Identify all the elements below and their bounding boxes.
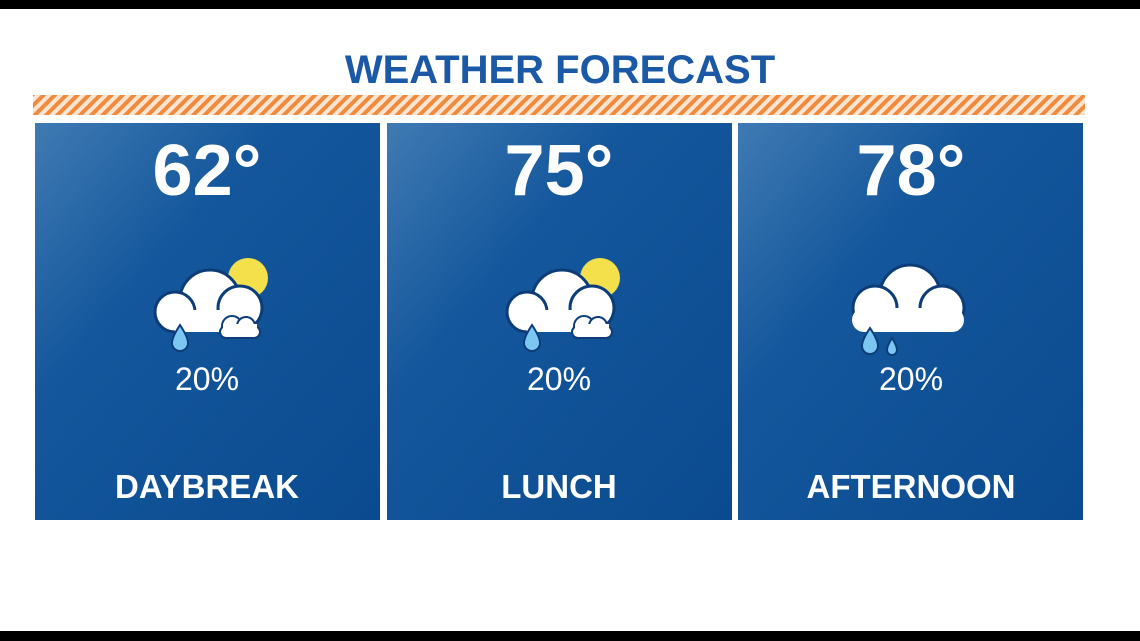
period-label: AFTERNOON <box>807 468 1016 505</box>
panel: 62° 20% DAYBREAK <box>35 123 380 520</box>
top-bar <box>0 0 1140 9</box>
precipitation: 20% <box>527 361 591 397</box>
panel: 75° 20% LUNCH <box>387 123 732 520</box>
panel: 78° 20% AFTERNOON <box>738 123 1083 520</box>
temperature: 78° <box>857 131 966 211</box>
period-label: DAYBREAK <box>115 468 299 505</box>
temperature: 75° <box>505 131 614 211</box>
bottom-bar <box>0 631 1140 641</box>
period-label: LUNCH <box>501 468 616 505</box>
title: WEATHER FORECAST <box>345 48 775 92</box>
stripe <box>33 95 1085 115</box>
precipitation: 20% <box>175 361 239 397</box>
temperature: 62° <box>153 131 262 211</box>
precipitation: 20% <box>879 361 943 397</box>
